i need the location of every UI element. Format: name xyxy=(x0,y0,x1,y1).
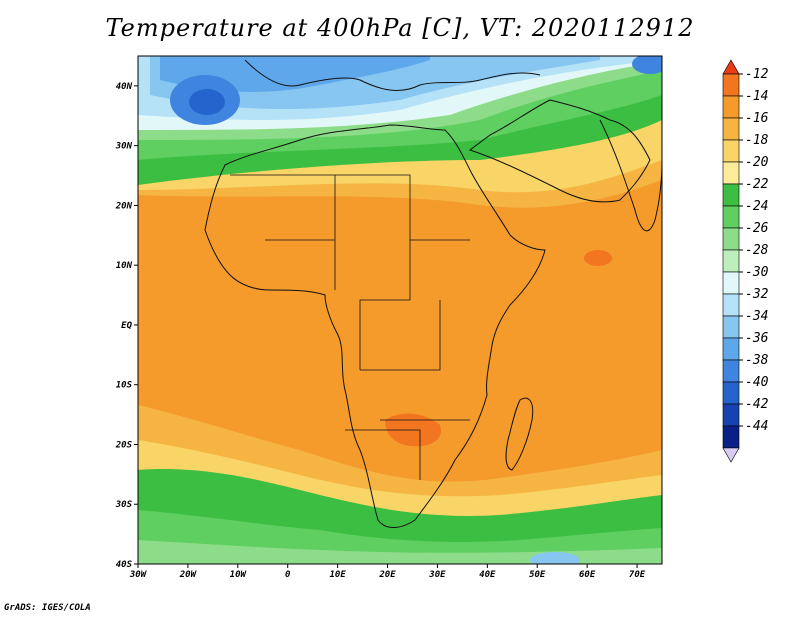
x-axis-ticks: 30W 20W 10W 0 10E 20E 30E 40E 50E 60E 70E xyxy=(129,564,646,580)
borders-africa xyxy=(230,174,470,480)
colorbar-swatch xyxy=(722,183,740,207)
x-tick-label: 70E xyxy=(629,570,646,580)
warm-patch-indian-ocean xyxy=(584,250,612,266)
colorbar-swatch xyxy=(722,359,740,383)
coastline-india xyxy=(599,119,662,232)
colorbar-swatch xyxy=(722,403,740,427)
y-tick-label: 20N xyxy=(115,201,133,211)
y-tick-label: 10S xyxy=(116,381,133,391)
colorbar-swatch xyxy=(722,293,740,317)
x-tick-label: 10E xyxy=(329,570,346,580)
colorbar-label: -34 xyxy=(745,309,768,324)
colorbar-swatch xyxy=(722,95,740,119)
colorbar-label: -32 xyxy=(745,287,769,302)
colorbar-swatch xyxy=(722,381,740,405)
chart-title: Temperature at 400hPa [C], VT: 202011291… xyxy=(105,14,695,42)
colorbar-label: -38 xyxy=(745,353,769,368)
colorbar-label: -14 xyxy=(745,89,768,104)
colorbar-label: -44 xyxy=(745,419,768,434)
y-tick-label: 10N xyxy=(116,261,133,271)
colorbar-top-arrow xyxy=(722,59,740,75)
cold-patch-south xyxy=(530,552,580,564)
x-tick-label: 40E xyxy=(479,570,496,580)
colorbar-label: -20 xyxy=(745,155,769,170)
colorbar-label: -12 xyxy=(745,67,769,82)
colorbar-label: -36 xyxy=(745,331,769,346)
colorbar-swatch xyxy=(722,161,740,185)
colorbar-swatch xyxy=(722,425,740,449)
colorbar-label: -40 xyxy=(745,375,769,390)
x-tick-label: 30E xyxy=(428,570,446,580)
x-tick-label: 20E xyxy=(378,570,396,580)
colorbar-swatch xyxy=(722,337,740,361)
coastline-africa xyxy=(204,124,546,528)
colorbar-label: -22 xyxy=(745,177,769,192)
y-tick-label: 40S xyxy=(116,560,133,570)
colorbar-label: -18 xyxy=(745,133,769,148)
x-tick-label: 20W xyxy=(179,570,198,580)
colorbar-swatch xyxy=(722,249,740,273)
colorbar-label: -28 xyxy=(745,243,769,258)
cold-core-atlantic-inner xyxy=(189,89,225,115)
coastline-madagascar xyxy=(505,397,534,471)
y-tick-label: EQ xyxy=(121,321,132,331)
map-frame xyxy=(137,55,663,565)
y-tick-label: 40N xyxy=(116,82,133,92)
colorbar-label: -26 xyxy=(745,221,769,236)
colorbar-bottom-arrow xyxy=(722,447,740,463)
x-tick-label: 50E xyxy=(529,570,546,580)
colorbar-swatch xyxy=(722,271,740,295)
coastline-europe xyxy=(244,59,541,91)
coastline-arabia xyxy=(468,99,651,203)
colorbar-swatch xyxy=(722,139,740,163)
footer-credit: GrADS: IGES/COLA xyxy=(4,603,91,613)
colorbar-label: -42 xyxy=(745,397,769,412)
colorbar-swatch xyxy=(722,205,740,229)
colorbar-label: -30 xyxy=(745,265,769,280)
y-axis-ticks: 40N 30N 20N 10N EQ 10S 20S 30S 40S xyxy=(115,82,138,570)
cold-core-arabia xyxy=(632,56,662,74)
x-tick-label: 60E xyxy=(579,570,596,580)
colorbar-swatch xyxy=(722,315,740,339)
colorbar-swatch xyxy=(722,73,740,97)
colorbar-label: -16 xyxy=(745,111,769,126)
colorbar-swatch xyxy=(722,117,740,141)
x-tick-label: 0 xyxy=(285,570,291,580)
colorbar-label: -24 xyxy=(745,199,768,214)
y-tick-label: 20S xyxy=(115,440,133,450)
y-tick-label: 30S xyxy=(115,500,133,510)
y-tick-label: 30N xyxy=(115,142,133,152)
colorbar-swatch xyxy=(722,227,740,251)
x-tick-label: 30W xyxy=(129,570,148,580)
x-tick-label: 10W xyxy=(230,570,248,580)
